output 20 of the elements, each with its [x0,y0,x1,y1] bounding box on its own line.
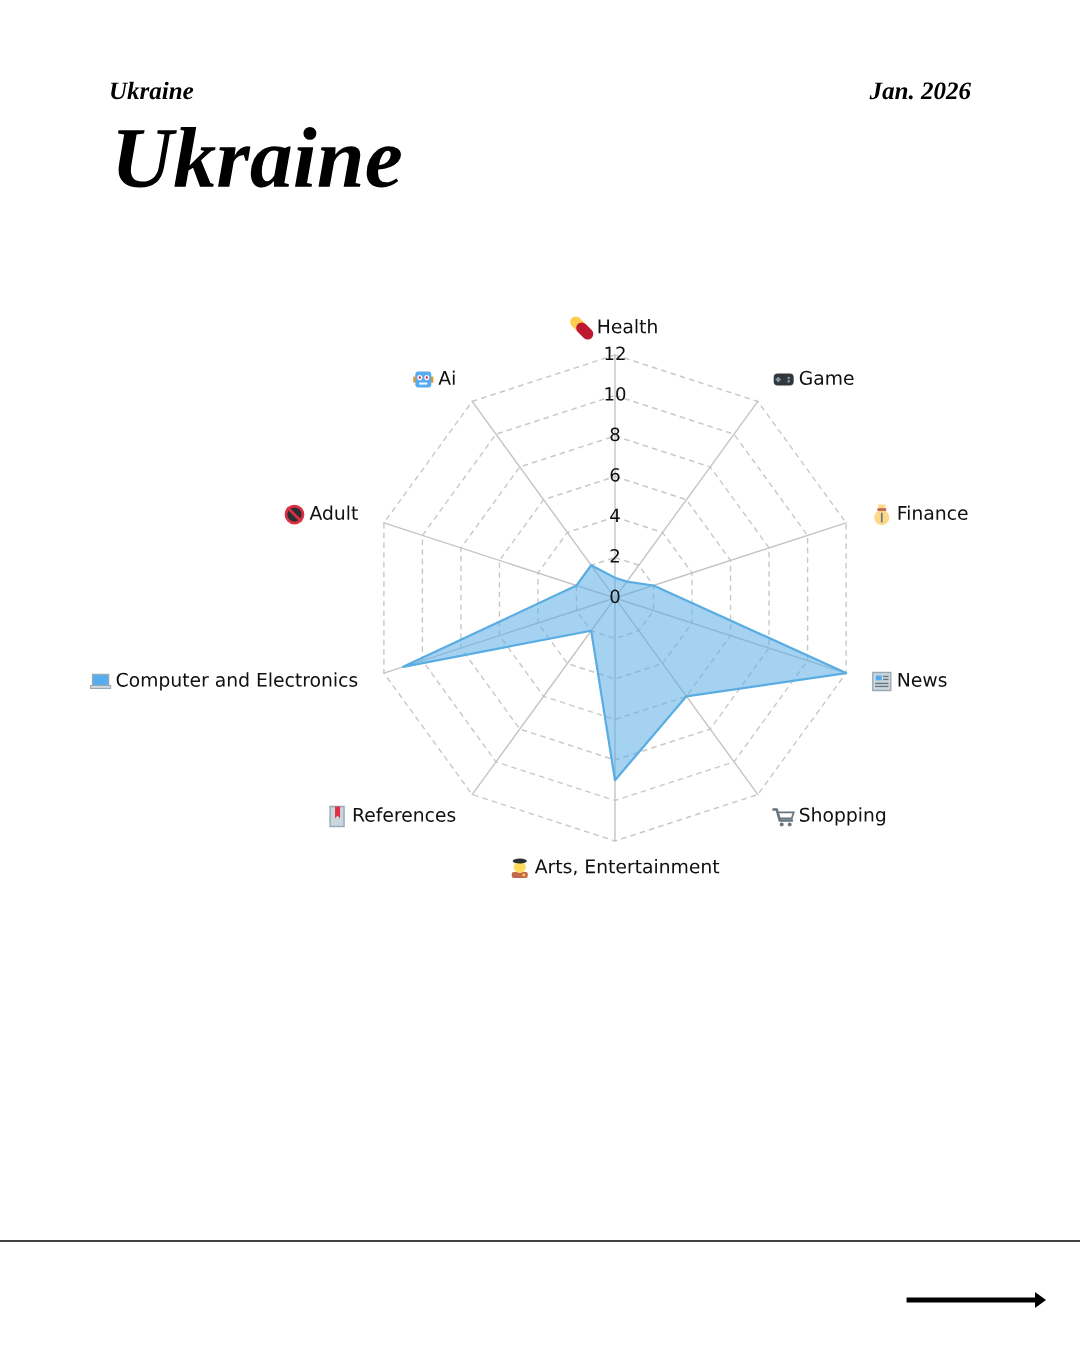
spoke-label: Finance [898,505,968,521]
spoke-label: Computer and Electronics [116,672,358,691]
spoke-label: Game [799,370,854,386]
chart-title: Ukraine [118,126,401,188]
chart-subtitle: Ukraine [111,81,194,100]
y-tick-label: 0 [610,589,620,604]
y-tick-label: 4 [610,508,620,522]
y-tick-label: 8 [610,427,620,442]
spoke-label: News [898,672,947,687]
spoke-label: Adult [309,505,358,521]
y-tick-label: 10 [605,387,626,401]
spoke-label: References [353,807,456,822]
spoke-label: Ai [438,370,455,385]
y-tick-label: 6 [610,468,620,482]
text: Jan. 2026 [869,82,971,100]
spoke-label: Health [598,318,657,334]
y-tick-label: 2 [610,549,619,563]
spoke-label: Arts, Entertainment [534,858,720,876]
spoke-label: Shopping [799,807,886,826]
y-tick-label: 12 [605,346,625,360]
